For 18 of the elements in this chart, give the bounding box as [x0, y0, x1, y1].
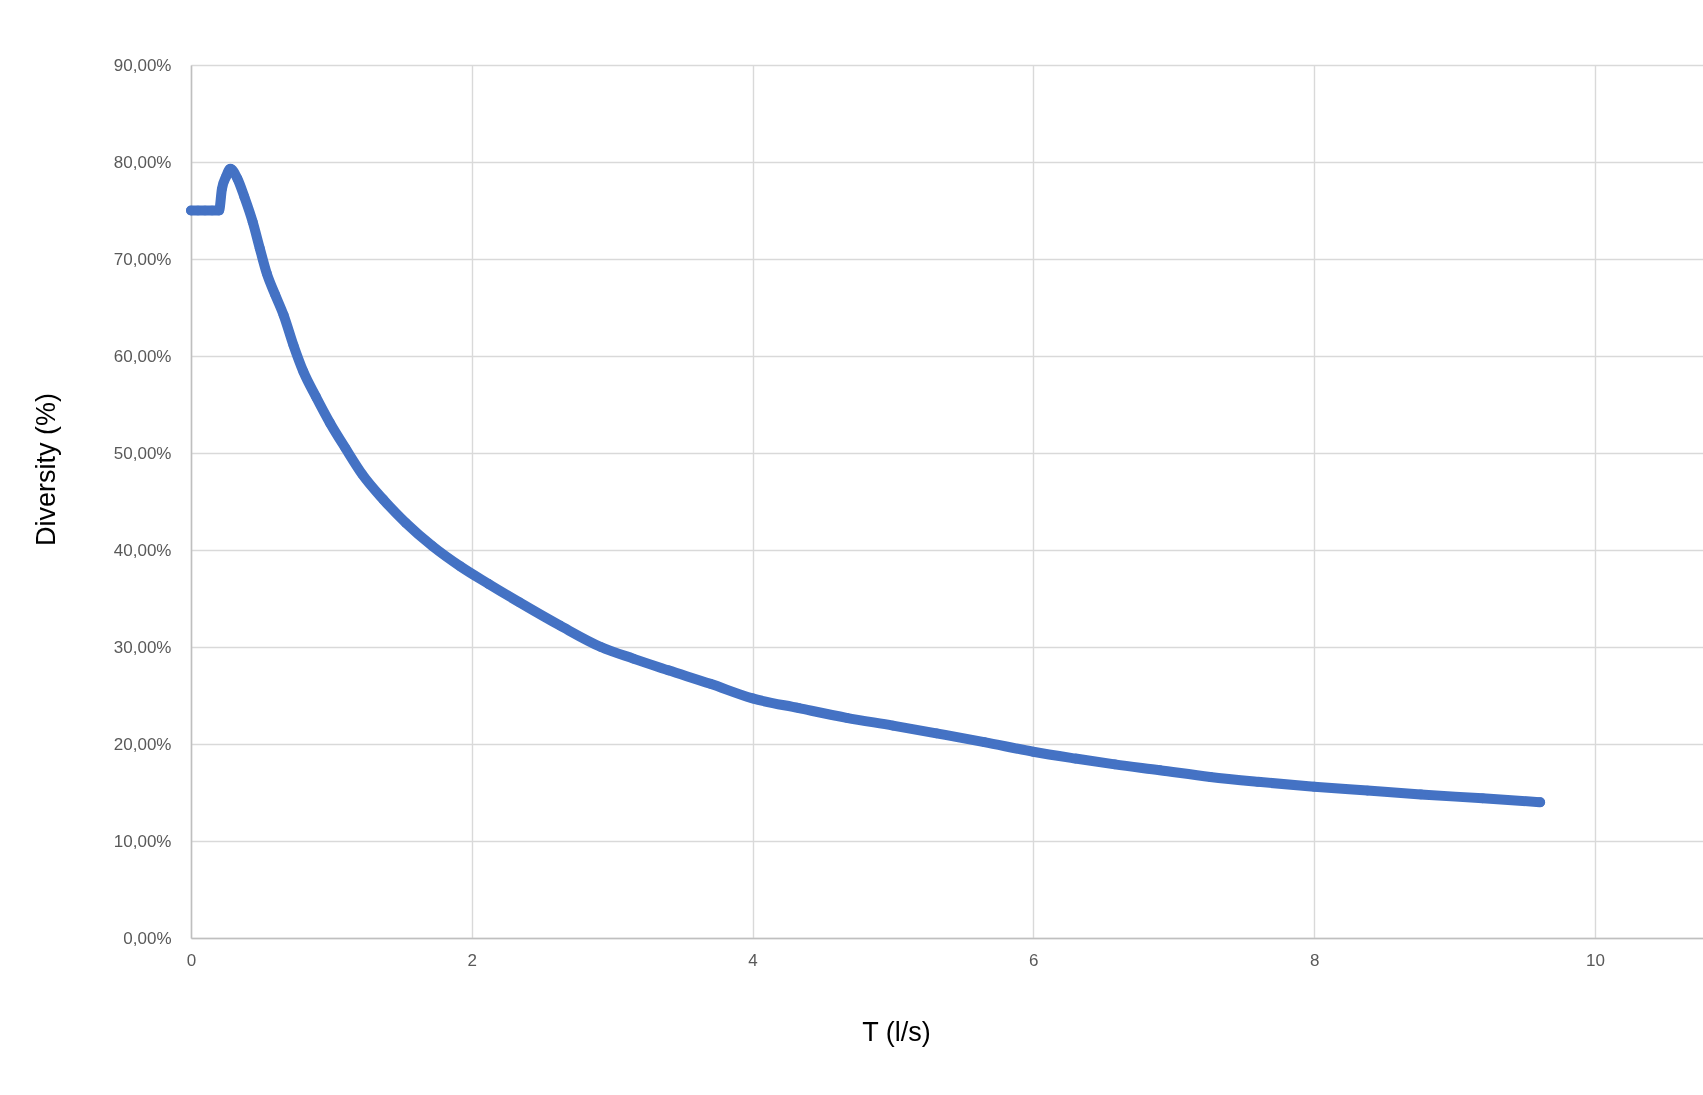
- y-tick-label: 20,00%: [113, 734, 172, 754]
- y-axis-title: Diversity (%): [30, 393, 61, 546]
- y-tick-label: 10,00%: [113, 831, 172, 851]
- y-tick-label: 60,00%: [113, 346, 172, 366]
- x-tick-label: 6: [1029, 950, 1039, 970]
- x-tick-label: 10: [1585, 950, 1605, 970]
- x-tick-label: 2: [467, 950, 478, 970]
- x-axis-title: T (l/s): [862, 1016, 931, 1047]
- x-tick-label: 0: [186, 950, 197, 970]
- y-tick-label: 70,00%: [113, 249, 172, 269]
- x-tick-label: 4: [748, 950, 758, 970]
- y-tick-label: 80,00%: [113, 152, 172, 172]
- y-tick-label: 0,00%: [123, 928, 172, 948]
- y-tick-label: 90,00%: [113, 55, 172, 75]
- y-tick-label: 40,00%: [113, 540, 172, 560]
- x-tick-label: 8: [1309, 950, 1320, 970]
- y-tick-label: 30,00%: [113, 637, 172, 657]
- y-tick-label: 50,00%: [113, 443, 172, 463]
